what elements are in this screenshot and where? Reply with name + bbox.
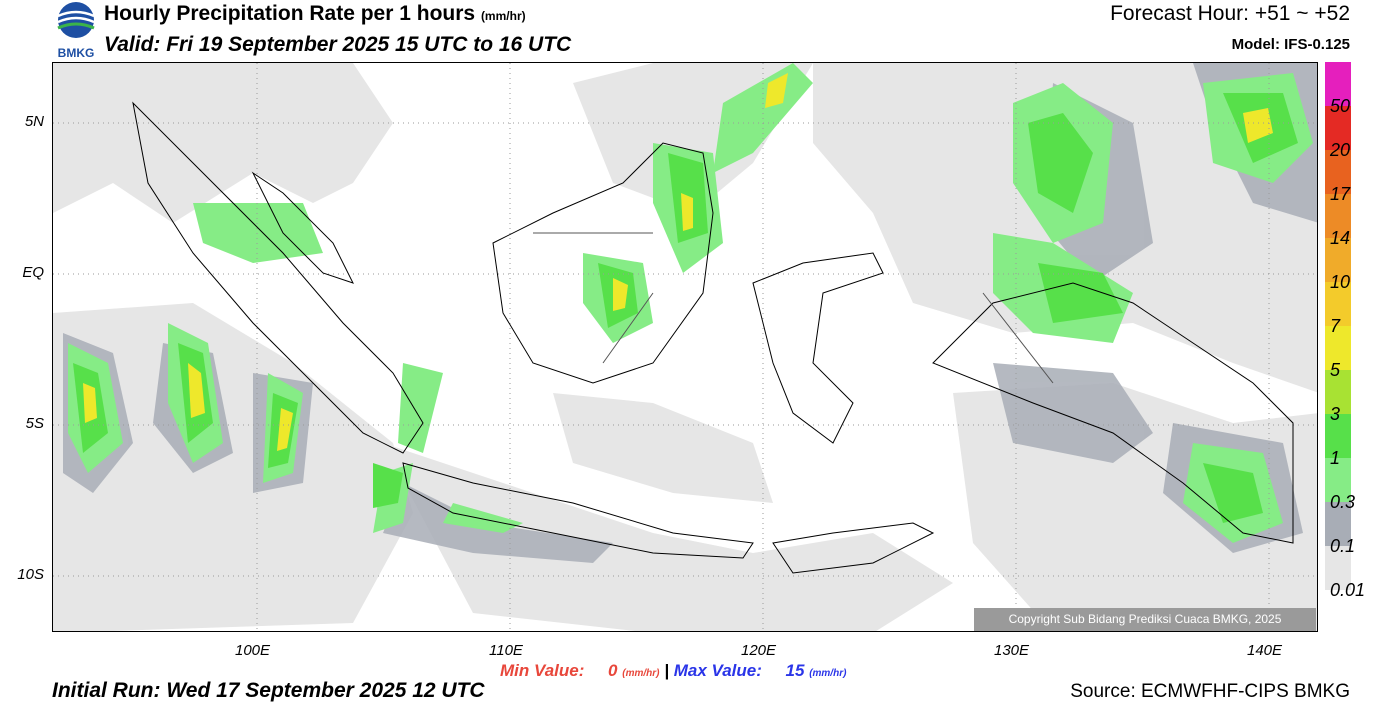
sulawesi-outline (752, 252, 884, 444)
precipitation-colorbar (1325, 62, 1351, 590)
sumatra-outline (132, 101, 424, 454)
colorbar-level-label: 7 (1330, 316, 1341, 336)
valid-time: Valid: Fri 19 September 2025 15 UTC to 1… (104, 33, 572, 56)
minmax-separator: | (664, 661, 669, 680)
timor-outline (772, 522, 935, 574)
lon-label-110e: 110E (489, 642, 523, 659)
malaya-outline (251, 171, 354, 284)
lon-label-100e: 100E (235, 642, 271, 659)
light-rain-areas (53, 63, 1317, 631)
max-unit: (mm/hr) (809, 668, 847, 679)
title-unit: (mm/hr) (480, 9, 526, 23)
colorbar-level-label: 0.01 (1330, 580, 1366, 600)
min-unit: (mm/hr) (622, 668, 660, 679)
colorbar-level-label: 50 (1330, 96, 1351, 116)
precipitation-map[interactable] (52, 62, 1318, 632)
colorbar-level-label: 10 (1330, 272, 1351, 292)
colorbar-level-label: 5 (1330, 360, 1341, 380)
data-source: Source: ECMWFHF-CIPS BMKG (1070, 681, 1350, 702)
colorbar-swatch (1325, 150, 1351, 194)
copyright-notice: Copyright Sub Bidang Prediksi Cuaca BMKG… (974, 608, 1316, 631)
title-text: Hourly Precipitation Rate per 1 hours (104, 2, 476, 25)
max-value: 15 (785, 661, 805, 680)
lon-label-140e: 140E (1247, 642, 1283, 659)
java-outline (402, 462, 754, 559)
colorbar-swatch (1325, 238, 1351, 282)
lat-label-5s: 5S (25, 415, 44, 432)
colorbar-level-label: 3 (1330, 404, 1341, 424)
bmkg-logo: BMKG (50, 0, 102, 60)
new-guinea-outline (932, 282, 1294, 544)
colorbar-level-label: 0.3 (1330, 492, 1356, 512)
lat-label-eq: EQ (22, 264, 44, 281)
coastlines (132, 101, 1294, 574)
colorbar-swatch (1325, 326, 1351, 370)
min-label: Min Value: (500, 661, 585, 680)
logo-text: BMKG (58, 46, 95, 60)
colorbar-swatch (1325, 414, 1351, 458)
lat-lon-grid (53, 63, 1317, 631)
lon-label-130e: 130E (994, 642, 1030, 659)
colorbar-level-label: 20 (1330, 140, 1351, 160)
colorbar-level-label: 14 (1330, 228, 1351, 248)
colorbar-swatch (1325, 458, 1351, 502)
colorbar-level-label: 1 (1330, 448, 1341, 468)
min-max-values: Min Value: 0 (mm/hr) | Max Value: 15 (mm… (500, 661, 846, 681)
colorbar-swatch (1325, 546, 1351, 590)
colorbar-swatch (1325, 370, 1351, 414)
lat-label-5n: 5N (24, 113, 44, 130)
model-name: Model: IFS-0.125 (1231, 36, 1350, 53)
chart-title: Hourly Precipitation Rate per 1 hours (m… (104, 2, 526, 26)
colorbar-level-label: 17 (1330, 184, 1351, 204)
colorbar-swatch (1325, 106, 1351, 150)
colorbar-level-label: 0.1 (1330, 536, 1356, 556)
lat-label-10s: 10S (17, 566, 44, 583)
min-value: 0 (608, 661, 618, 680)
colorbar-swatch (1325, 502, 1351, 546)
forecast-hour: Forecast Hour: +51 ~ +52 (1110, 2, 1350, 25)
initial-run: Initial Run: Wed 17 September 2025 12 UT… (52, 679, 485, 702)
heavy-rain-areas (73, 93, 1298, 523)
lon-label-120e: 120E (741, 642, 777, 659)
colorbar-swatch (1325, 62, 1351, 106)
intense-rain-areas (83, 73, 1273, 451)
borders (533, 232, 1054, 384)
colorbar-swatch (1325, 194, 1351, 238)
max-label: Max Value: (673, 661, 762, 680)
colorbar-swatch (1325, 282, 1351, 326)
borneo-outline (492, 142, 714, 384)
